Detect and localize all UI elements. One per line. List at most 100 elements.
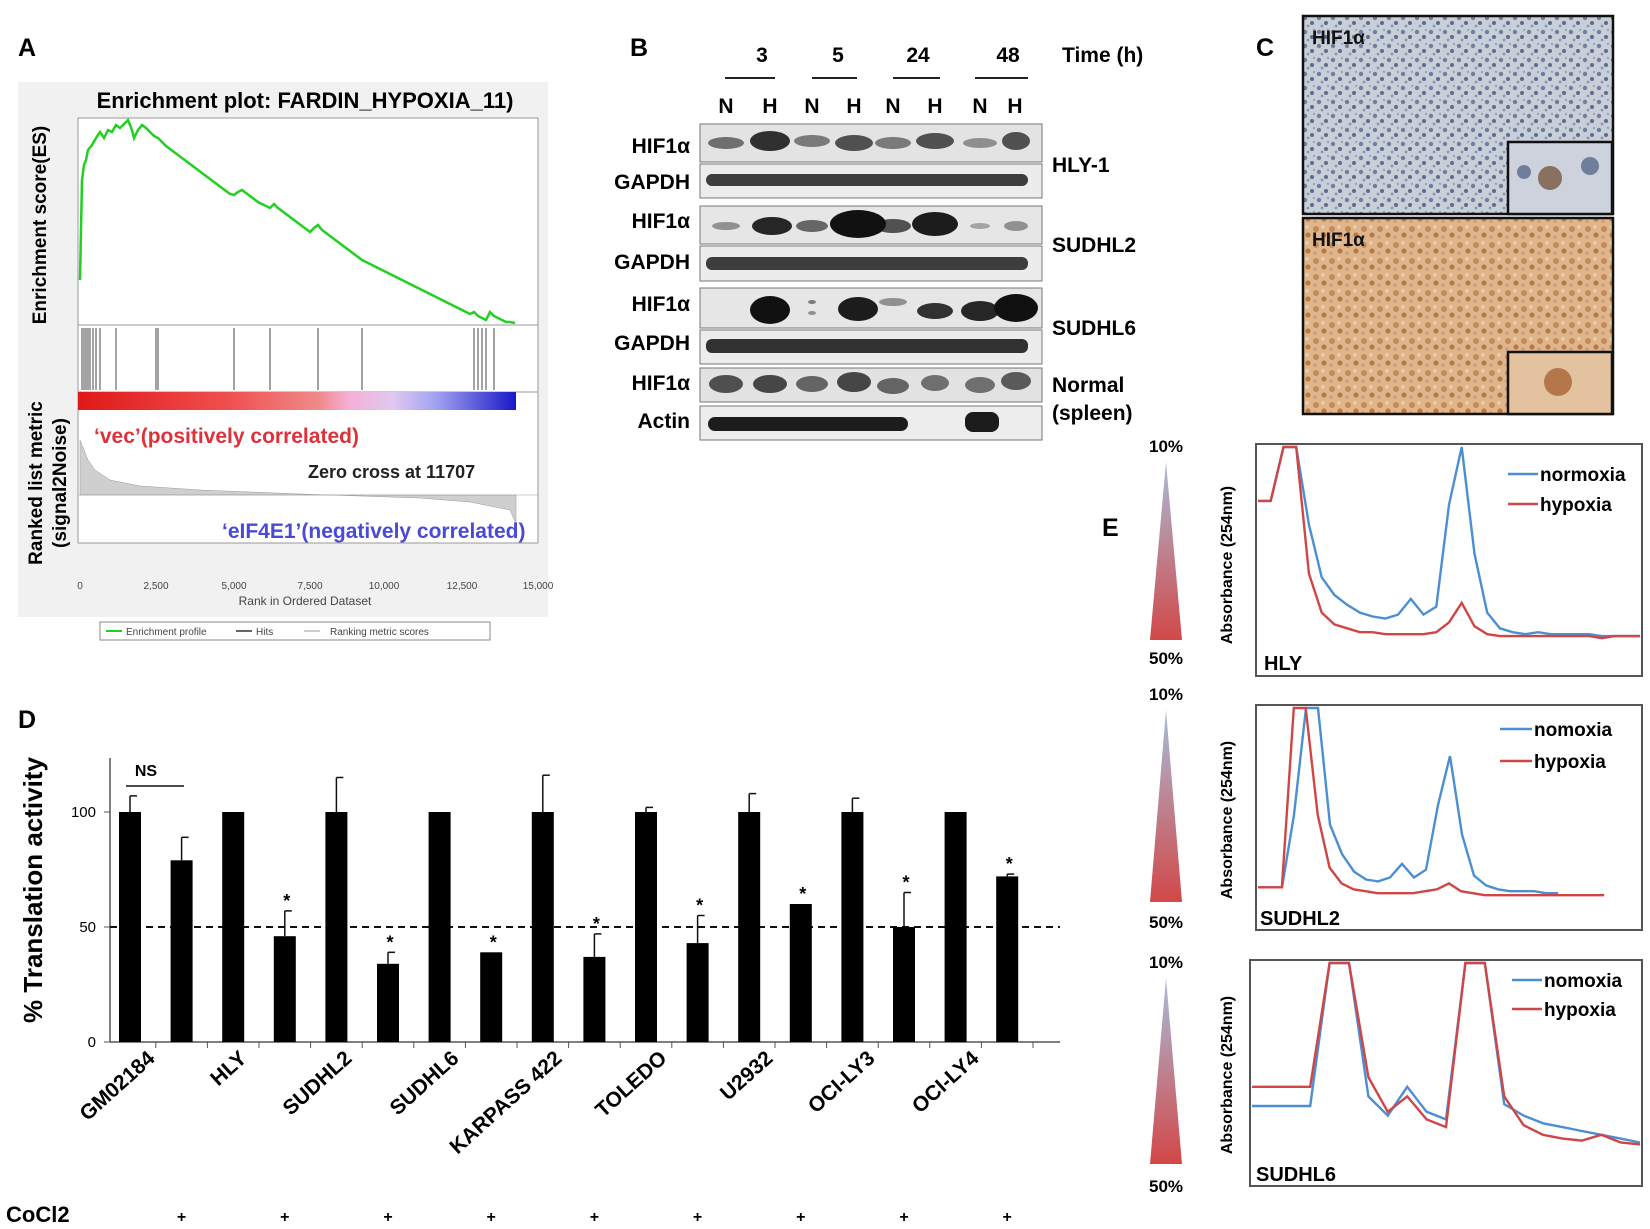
lane-h: H <box>1007 95 1022 118</box>
bar <box>996 876 1019 1042</box>
gsea-xtick: 5,000 <box>221 581 246 592</box>
gsea-xticks: 0 2,500 5,000 7,500 10,000 12,500 15,000 <box>77 581 554 592</box>
bar <box>789 904 812 1042</box>
d-group-label: KARPASS 422 <box>445 1047 566 1159</box>
gsea-xtick: 15,000 <box>523 581 554 592</box>
lane-n: N <box>718 95 733 118</box>
bar <box>944 812 967 1042</box>
trace-nomoxia <box>1258 706 1558 895</box>
blot-strips <box>699 123 1043 441</box>
ihc-cell <box>1544 368 1572 396</box>
gradient-bottom-label: 50% <box>1149 1177 1183 1196</box>
gradient-top-label: 10% <box>1149 685 1183 704</box>
gradient-top-label: 10% <box>1149 437 1183 456</box>
d-group-label: U2932 <box>716 1047 777 1106</box>
profile-ylabel: Absorbance (254nm) <box>1219 996 1236 1154</box>
bar <box>738 812 761 1042</box>
d-group-label: OCI-LY3 <box>804 1047 880 1118</box>
ranked-metric-area <box>79 439 517 525</box>
lane-n: N <box>885 95 900 118</box>
significance-star: * <box>799 884 806 904</box>
bar <box>325 812 348 1042</box>
blot-label: HIF1α <box>632 293 691 316</box>
profile-ylabel: Absorbance (254nm) <box>1219 741 1236 899</box>
bar <box>841 812 864 1042</box>
blot-label: Actin <box>638 410 691 433</box>
legend-hits: Hits <box>256 627 273 638</box>
blot-bands <box>706 131 1038 432</box>
significance-star: * <box>1006 854 1013 874</box>
cocl2-marker: + <box>177 1209 186 1226</box>
blot-label: HIF1α <box>632 135 691 158</box>
cocl2-marker: + <box>280 1209 289 1226</box>
blot-label: HIF1α <box>632 210 691 233</box>
trace-hypoxia <box>1252 961 1641 1146</box>
lane-n: N <box>804 95 819 118</box>
time-label: Time (h) <box>1062 44 1143 67</box>
gsea-xtick: 10,000 <box>369 581 400 592</box>
time-48: 48 <box>996 44 1020 67</box>
density-gradient <box>1150 978 1182 1164</box>
d-ytick-100: 100 <box>71 804 96 821</box>
ihc-label-bottom: HIF1α <box>1312 230 1365 251</box>
lane-h: H <box>762 95 777 118</box>
es-axis-label: Enrichment score(ES) <box>30 126 51 325</box>
positive-label: ‘vec’(positively correlated) <box>94 425 359 448</box>
panel-label-b: B <box>630 34 648 62</box>
gsea-xlabel: Rank in Ordered Dataset <box>239 594 372 608</box>
ihc-cell <box>1581 157 1599 175</box>
legend-normoxia: normoxia <box>1540 465 1626 486</box>
d-ytick-0: 0 <box>88 1034 96 1051</box>
cocl2-marker: + <box>383 1209 392 1226</box>
panel-c: C HIF1α HIF1α <box>1256 14 1615 416</box>
panel-b: B Time (h) 3 5 24 48 N H N H N H N H HIF… <box>614 34 1143 441</box>
bar <box>635 812 657 1042</box>
legend-hypoxia: hypoxia <box>1534 752 1606 773</box>
lane-h: H <box>846 95 861 118</box>
zero-cross-label: Zero cross at 11707 <box>308 462 475 482</box>
enrichment-curve <box>78 117 516 325</box>
d-group-label: GM02184 <box>75 1046 159 1125</box>
d-group-labels: GM02184 HLY SUDHL2 SUDHL6 KARPASS 422 TO… <box>75 1046 983 1158</box>
bar <box>170 860 193 1042</box>
metric-axis-label-2: (signal2Noise) <box>50 418 71 548</box>
d-group-label: SUDHL6 <box>386 1047 464 1120</box>
time-5: 5 <box>832 44 844 67</box>
cocl2-marker: + <box>899 1209 908 1226</box>
profile-traces <box>1258 445 1640 640</box>
d-group-label: HLY <box>206 1047 251 1091</box>
cell-line-labels: HLY-1 SUDHL2 SUDHL6 Normal (spleen) <box>1052 154 1136 425</box>
bar <box>480 952 503 1042</box>
cocl2-label: CoCl2 <box>6 1202 70 1227</box>
lane-h: H <box>927 95 942 118</box>
profile-frame <box>1255 704 1643 931</box>
bar <box>119 812 141 1042</box>
label-normal: Normal <box>1052 374 1124 397</box>
lane-n: N <box>972 95 987 118</box>
legend-normoxia: nomoxia <box>1544 971 1623 992</box>
legend-normoxia: nomoxia <box>1534 720 1613 741</box>
blot-row-labels: HIF1α GAPDH HIF1α GAPDH HIF1α GAPDH HIF1… <box>614 135 690 433</box>
blot-label: GAPDH <box>614 251 690 274</box>
profile-hly: 10% 50% Absorbance (254nm) HLY normoxia … <box>1149 437 1643 677</box>
d-ns-label: NS <box>135 763 158 780</box>
gsea-title: Enrichment plot: FARDIN_HYPOXIA_11) <box>97 88 514 113</box>
panel-label-d: D <box>18 706 36 734</box>
gsea-legend: Enrichment profile Hits Ranking metric s… <box>99 621 491 641</box>
d-bars: + * + * + * + * + * + * + * + * + <box>119 774 1034 1226</box>
bar <box>222 812 245 1042</box>
profile-sudhl2: 10% 50% Absorbance (254nm) SUDHL2 nomoxi… <box>1149 685 1643 932</box>
d-yticks: 0 50 100 <box>71 804 110 1051</box>
bar <box>893 927 915 1042</box>
profile-frame <box>1255 443 1643 677</box>
label-sudhl6: SUDHL6 <box>1052 317 1136 340</box>
bar <box>273 936 296 1042</box>
trace-hypoxia <box>1258 445 1640 640</box>
panel-a: A Enrichment plot: FARDIN_HYPOXIA_11) ‘v… <box>18 34 554 641</box>
bar <box>377 963 399 1042</box>
profile-name: SUDHL6 <box>1256 1164 1336 1186</box>
significance-star: * <box>490 932 497 952</box>
profile-name: HLY <box>1264 653 1303 675</box>
d-ns: NS <box>126 763 184 787</box>
panel-label-c: C <box>1256 34 1274 62</box>
